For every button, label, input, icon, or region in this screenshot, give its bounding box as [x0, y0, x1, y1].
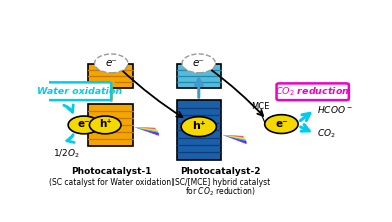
Text: e⁻: e⁻	[275, 119, 288, 129]
Text: (SC/[MCE] hybrid catalyst: (SC/[MCE] hybrid catalyst	[172, 178, 270, 187]
Wedge shape	[134, 127, 156, 130]
Text: h⁺: h⁺	[192, 121, 206, 131]
Text: e⁻: e⁻	[78, 119, 90, 129]
Wedge shape	[134, 127, 159, 135]
Bar	[176, 64, 221, 88]
Wedge shape	[134, 127, 159, 133]
Wedge shape	[222, 135, 247, 141]
Wedge shape	[222, 135, 245, 139]
Bar	[176, 100, 221, 160]
Circle shape	[89, 116, 121, 134]
Text: (SC catalyst for Water oxidation): (SC catalyst for Water oxidation)	[49, 178, 174, 187]
Text: h⁺: h⁺	[99, 119, 112, 129]
Wedge shape	[222, 135, 247, 143]
Text: for $CO_2$ reduction): for $CO_2$ reduction)	[185, 185, 256, 198]
Circle shape	[68, 116, 100, 134]
Wedge shape	[134, 127, 157, 131]
Text: $HCOO^-$: $HCOO^-$	[317, 103, 353, 115]
Wedge shape	[134, 127, 159, 134]
Text: $1/2O_2$: $1/2O_2$	[53, 147, 79, 160]
Text: e⁻: e⁻	[193, 58, 205, 68]
Circle shape	[265, 115, 298, 133]
Text: $CO_2$ reduction: $CO_2$ reduction	[275, 85, 350, 98]
Text: e⁻: e⁻	[105, 58, 117, 68]
Bar	[89, 103, 132, 146]
Wedge shape	[222, 135, 243, 137]
Wedge shape	[222, 135, 245, 138]
Circle shape	[94, 54, 128, 73]
Wedge shape	[222, 135, 247, 142]
Wedge shape	[222, 135, 247, 144]
Wedge shape	[134, 127, 155, 129]
Wedge shape	[222, 135, 246, 140]
Bar	[89, 64, 132, 88]
Text: Water oxidation: Water oxidation	[36, 87, 122, 96]
FancyBboxPatch shape	[47, 82, 111, 100]
Text: $H_2O$: $H_2O$	[56, 90, 75, 103]
Wedge shape	[134, 127, 158, 131]
Text: $CO_2$: $CO_2$	[317, 128, 336, 140]
Text: Photocatalyst-1: Photocatalyst-1	[71, 166, 152, 176]
Wedge shape	[134, 127, 158, 132]
Circle shape	[182, 54, 216, 73]
Wedge shape	[222, 135, 246, 140]
Wedge shape	[134, 127, 156, 129]
Wedge shape	[134, 127, 159, 136]
Wedge shape	[222, 135, 244, 137]
FancyBboxPatch shape	[276, 83, 349, 100]
Text: Photocatalyst-2: Photocatalyst-2	[180, 166, 261, 176]
Circle shape	[181, 117, 216, 137]
Text: MCE: MCE	[251, 102, 269, 111]
